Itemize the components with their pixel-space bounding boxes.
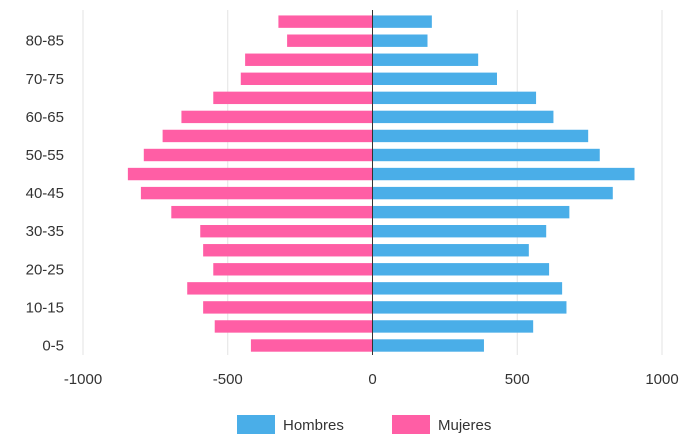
bar-mujeres-70-75[interactable] <box>240 72 373 85</box>
bar-hombres-50-55[interactable] <box>372 148 600 162</box>
bar-hombres-20-25[interactable] <box>372 263 550 276</box>
bar-hombres-25-30[interactable] <box>372 244 529 257</box>
y-tick-label: 40-45 <box>26 185 64 202</box>
x-tick-label: -1000 <box>64 371 102 388</box>
bars-layer <box>127 15 635 352</box>
y-tick-label: 10-15 <box>26 299 64 316</box>
bar-mujeres-0-5[interactable] <box>250 339 373 352</box>
bar-hombres-35-40[interactable] <box>372 205 570 219</box>
x-tick-label: -500 <box>213 371 243 388</box>
bar-mujeres-50-55[interactable] <box>143 148 373 162</box>
bar-hombres-85-90[interactable] <box>372 15 432 28</box>
y-tick-label: 50-55 <box>26 147 64 164</box>
bar-mujeres-30-35[interactable] <box>200 225 373 238</box>
bar-hombres-40-45[interactable] <box>372 186 613 200</box>
bar-hombres-65-70[interactable] <box>372 91 537 105</box>
bar-hombres-10-15[interactable] <box>372 301 567 314</box>
x-tick-label: 1000 <box>645 371 678 388</box>
bar-hombres-80-85[interactable] <box>372 34 428 47</box>
bar-mujeres-20-25[interactable] <box>213 263 373 276</box>
bar-mujeres-55-60[interactable] <box>162 129 373 143</box>
bar-hombres-0-5[interactable] <box>372 339 484 352</box>
bar-mujeres-35-40[interactable] <box>171 205 373 219</box>
bar-mujeres-60-65[interactable] <box>181 110 373 124</box>
bar-mujeres-45-50[interactable] <box>127 167 373 181</box>
x-tick-labels: -1000 -500 0 500 1000 <box>64 371 679 388</box>
bar-mujeres-75-80[interactable] <box>245 53 373 66</box>
bar-hombres-15-20[interactable] <box>372 282 563 295</box>
bar-hombres-55-60[interactable] <box>372 129 589 143</box>
y-tick-label: 80-85 <box>26 33 64 50</box>
bar-hombres-60-65[interactable] <box>372 110 554 124</box>
legend-label-hombres: Hombres <box>283 417 344 434</box>
bar-hombres-45-50[interactable] <box>372 167 635 181</box>
y-tick-label: 0-5 <box>42 338 64 355</box>
y-tick-label: 20-25 <box>26 261 64 278</box>
bar-mujeres-80-85[interactable] <box>287 34 373 47</box>
legend-swatch-mujeres <box>392 415 430 434</box>
bar-hombres-5-10[interactable] <box>372 320 534 333</box>
legend-swatch-hombres <box>237 415 275 434</box>
bar-mujeres-85-90[interactable] <box>278 15 373 28</box>
bar-hombres-70-75[interactable] <box>372 72 497 85</box>
bar-hombres-30-35[interactable] <box>372 225 547 238</box>
x-tick-label: 0 <box>368 371 376 388</box>
bar-mujeres-25-30[interactable] <box>203 244 373 257</box>
bar-mujeres-5-10[interactable] <box>214 320 373 333</box>
y-tick-label: 60-65 <box>26 109 64 126</box>
y-tick-label: 30-35 <box>26 223 64 240</box>
bar-mujeres-10-15[interactable] <box>203 301 373 314</box>
bar-mujeres-15-20[interactable] <box>187 282 373 295</box>
grid-lines <box>82 10 663 355</box>
y-tick-labels: 0-5 10-15 20-25 30-35 40-45 50-55 60-65 70-75 80… <box>26 33 64 355</box>
bar-hombres-75-80[interactable] <box>372 53 479 66</box>
legend-label-mujeres: Mujeres <box>438 417 491 434</box>
y-tick-label: 70-75 <box>26 71 64 88</box>
bar-mujeres-65-70[interactable] <box>213 91 373 105</box>
legend: Hombres Mujeres <box>237 415 491 434</box>
bar-mujeres-40-45[interactable] <box>140 186 373 200</box>
x-tick-label: 500 <box>505 371 530 388</box>
